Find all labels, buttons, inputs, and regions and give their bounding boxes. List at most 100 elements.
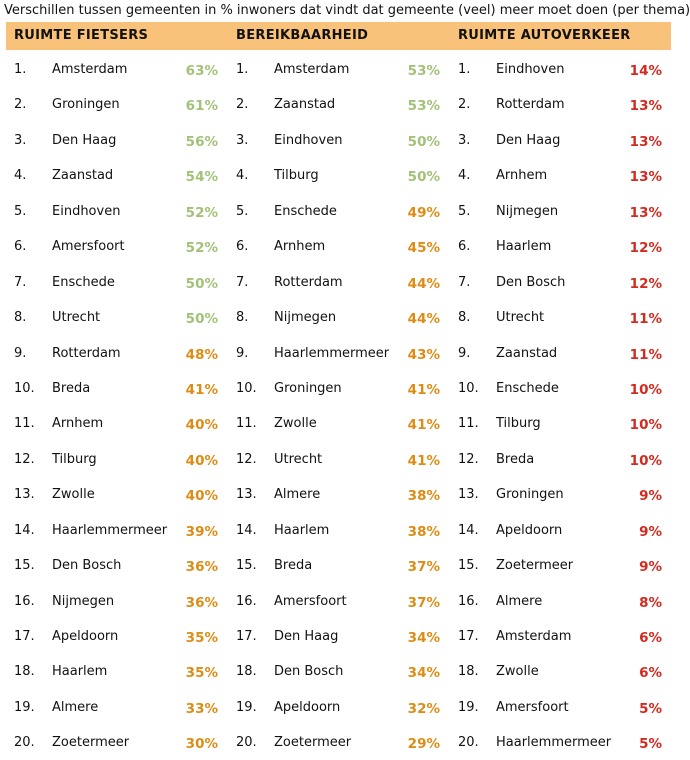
municipality-name: Groningen (274, 380, 342, 396)
municipality-name: Nijmegen (496, 203, 559, 219)
table-row: 7. Rotterdam 44% (236, 264, 440, 299)
table-row: 16. Nijmegen 36% (14, 583, 218, 618)
percentage-value: 40% (185, 452, 218, 469)
percentage-value: 40% (185, 488, 218, 505)
rank-number: 12. (14, 451, 35, 467)
table-row: 11. Tilburg 10% (458, 405, 662, 440)
rank-number: 3. (458, 132, 471, 148)
rank-number: 8. (236, 310, 249, 326)
percentage-value: 8% (639, 594, 662, 611)
percentage-value: 12% (629, 275, 662, 292)
rank-number: 1. (458, 62, 471, 77)
rank-number: 7. (458, 274, 471, 290)
percentage-value: 63% (185, 63, 218, 79)
rank-number: 6. (14, 239, 27, 255)
municipality-name: Apeldoorn (52, 629, 119, 644)
percentage-value: 50% (407, 133, 440, 150)
table-row: 5. Enschede 49% (236, 193, 440, 228)
municipality-name: Zwolle (496, 664, 539, 680)
municipality-name: Zoetermeer (52, 735, 130, 751)
municipality-name: Enschede (274, 203, 337, 219)
rank-number: 4. (236, 168, 249, 184)
table-row: 10. Enschede 10% (458, 370, 662, 405)
table-row: 14. Haarlem 38% (236, 512, 440, 547)
table-row: 12. Breda 10% (458, 441, 662, 476)
rank-number: 4. (458, 168, 471, 184)
rank-number: 4. (14, 168, 27, 184)
municipality-name: Arnhem (274, 239, 326, 255)
percentage-value: 6% (639, 665, 662, 682)
municipality-name: Apeldoorn (274, 699, 341, 715)
table-header: RUIMTE FIETSERS BEREIKBAARHEID RUIMTE AU… (6, 22, 671, 50)
table-row: 8. Nijmegen 44% (236, 299, 440, 334)
municipality-name: Apeldoorn (496, 522, 563, 538)
table-row: 16. Almere 8% (458, 583, 662, 618)
rank-number: 18. (236, 664, 257, 680)
table-row: 17. Den Haag 34% (236, 618, 440, 653)
percentage-value: 61% (185, 98, 218, 115)
municipality-name: Zaanstad (274, 97, 336, 113)
rank-number: 20. (236, 735, 257, 751)
municipality-name: Den Haag (496, 132, 561, 148)
table-row: 11. Arnhem 40% (14, 405, 218, 440)
percentage-value: 11% (629, 346, 662, 363)
municipality-name: Utrecht (496, 310, 545, 326)
header-ruimte-fietsers: RUIMTE FIETSERS (14, 28, 149, 43)
municipality-name: Amersfoort (274, 593, 347, 609)
rank-number: 9. (14, 345, 27, 361)
rank-number: 8. (458, 310, 471, 326)
rank-number: 12. (236, 451, 257, 467)
table-row: 15. Den Bosch 36% (14, 547, 218, 582)
percentage-value: 49% (407, 204, 440, 221)
rank-number: 3. (14, 132, 27, 148)
percentage-value: 40% (185, 417, 218, 434)
percentage-value: 10% (629, 452, 662, 469)
municipality-name: Utrecht (274, 451, 323, 467)
table-row: 18. Zwolle 6% (458, 653, 662, 688)
percentage-value: 48% (185, 346, 218, 363)
municipality-name: Haarlemmermeer (52, 522, 168, 538)
municipality-name: Utrecht (52, 310, 101, 326)
rank-number: 14. (14, 522, 35, 538)
table-row: 14. Apeldoorn 9% (458, 512, 662, 547)
table-row: 13. Almere 38% (236, 476, 440, 511)
municipality-name: Amsterdam (52, 62, 128, 77)
table-row: 8. Utrecht 50% (14, 299, 218, 334)
rank-number: 20. (14, 735, 35, 751)
percentage-value: 45% (407, 240, 440, 257)
municipality-name: Zoetermeer (274, 735, 352, 751)
municipality-name: Almere (52, 699, 99, 715)
municipality-name: Amersfoort (52, 239, 125, 255)
percentage-value: 44% (407, 311, 440, 328)
municipality-name: Den Haag (274, 629, 339, 644)
percentage-value: 38% (407, 523, 440, 540)
column-ruimte-fietsers: 1. Amsterdam 63% 2. Groningen 61% 3. Den Haag 56… (14, 51, 218, 760)
table-row: 8. Utrecht 11% (458, 299, 662, 334)
table-row: 15. Breda 37% (236, 547, 440, 582)
municipality-name: Breda (496, 451, 535, 467)
table-row: 12. Utrecht 41% (236, 441, 440, 476)
percentage-value: 50% (185, 311, 218, 328)
rank-number: 20. (458, 735, 479, 751)
table-row: 4. Tilburg 50% (236, 157, 440, 192)
table-row: 3. Eindhoven 50% (236, 122, 440, 157)
municipality-name: Eindhoven (274, 132, 343, 148)
municipality-name: Den Bosch (496, 274, 566, 290)
percentage-value: 14% (629, 63, 662, 79)
percentage-value: 13% (629, 204, 662, 221)
percentage-value: 10% (629, 381, 662, 398)
percentage-value: 41% (407, 417, 440, 434)
table-row: 9. Rotterdam 48% (14, 335, 218, 370)
percentage-value: 54% (185, 169, 218, 186)
municipality-name: Rotterdam (52, 345, 121, 361)
percentage-value: 5% (639, 736, 662, 753)
table-row: 4. Zaanstad 54% (14, 157, 218, 192)
rank-number: 11. (236, 416, 257, 432)
table-row: 5. Eindhoven 52% (14, 193, 218, 228)
table-row: 2. Groningen 61% (14, 86, 218, 121)
rank-number: 19. (236, 699, 257, 715)
rank-number: 15. (458, 558, 479, 574)
page-title: Verschillen tussen gemeenten in % inwone… (4, 3, 690, 18)
table-row: 2. Rotterdam 13% (458, 86, 662, 121)
percentage-value: 35% (185, 630, 218, 646)
